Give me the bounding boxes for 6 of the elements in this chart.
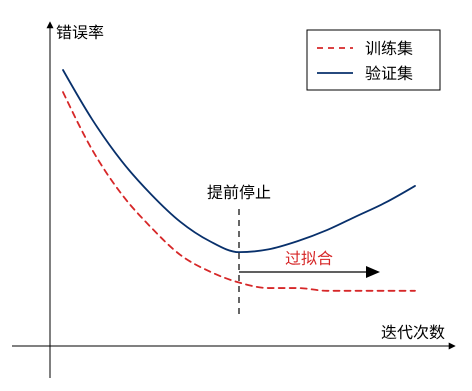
annotation: 提前停止 [206,183,272,202]
y-axis-title: 错误率 [56,23,104,42]
legend-label: 训练集 [365,39,414,58]
annotation: 过拟合 [284,249,334,268]
legend-label: 验证集 [365,64,414,83]
x-axis-title: 迭代次数 [380,323,445,342]
